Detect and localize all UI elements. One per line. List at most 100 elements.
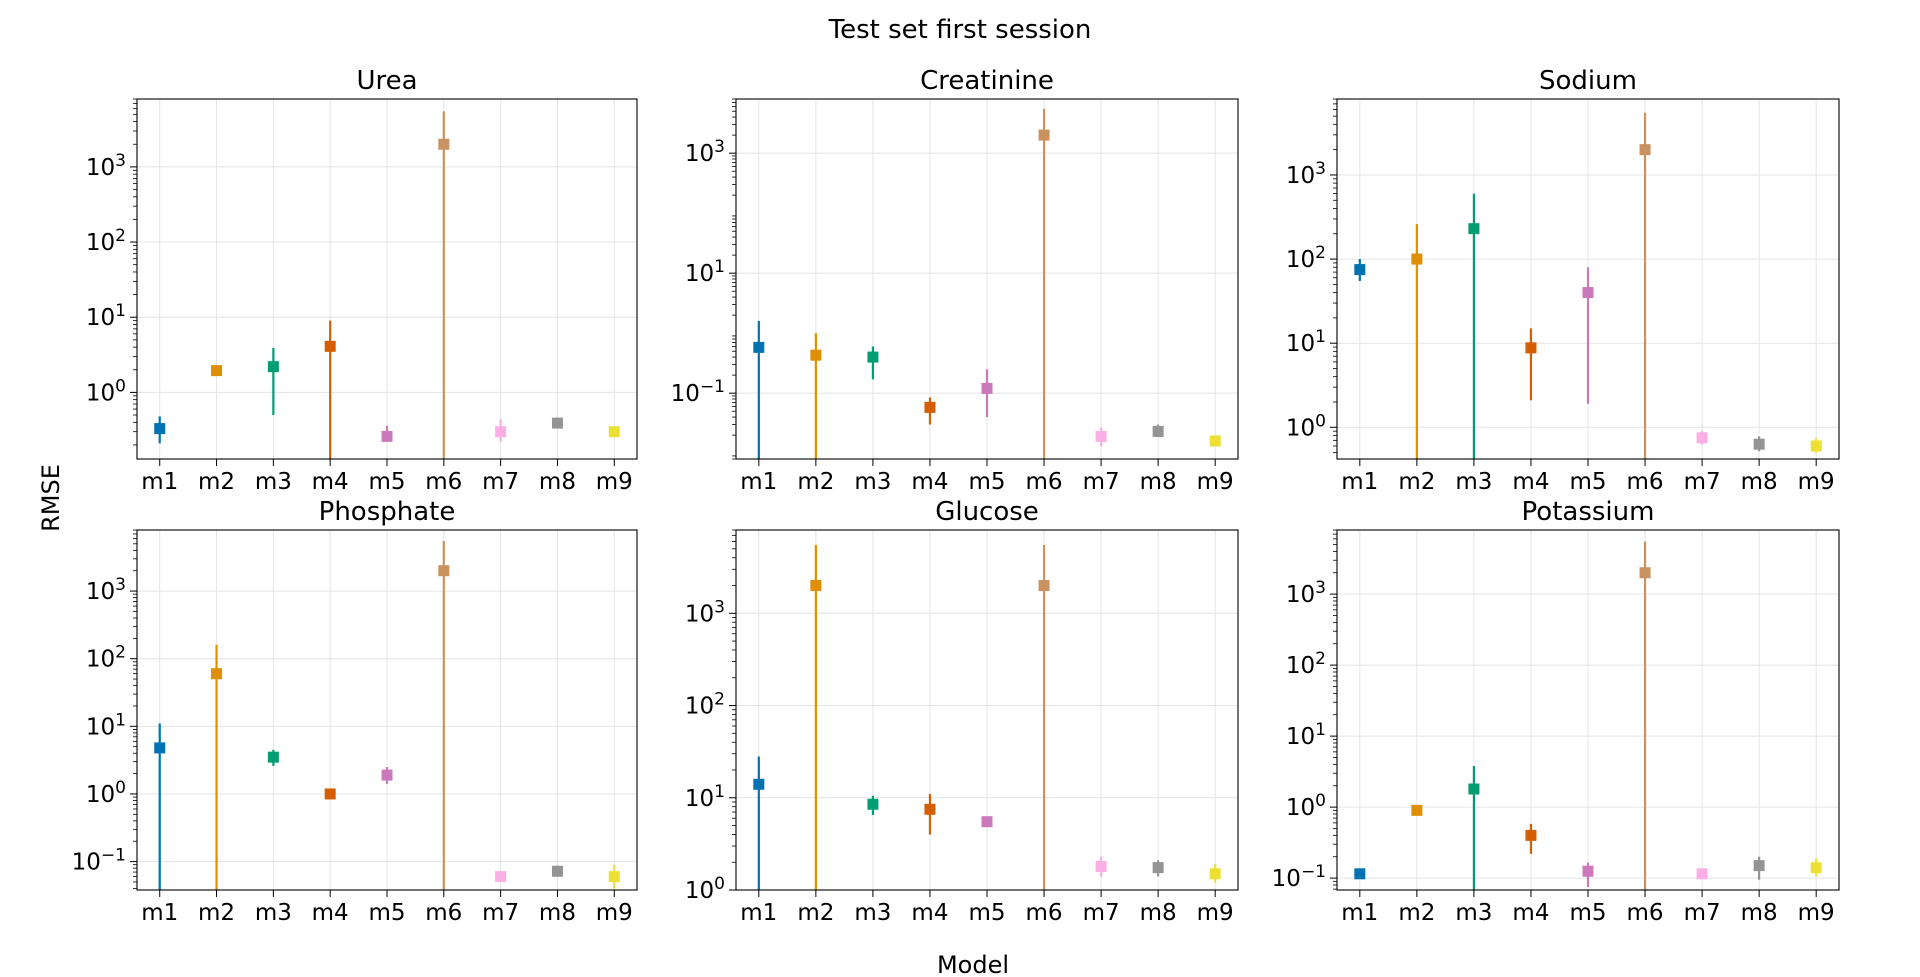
x-tick-label: m7: [1684, 900, 1721, 926]
x-tick-label: m4: [1512, 469, 1549, 495]
tick-exponent: 0: [714, 874, 725, 894]
y-tick-label: 100: [1286, 411, 1326, 441]
tick-exponent: 3: [1315, 578, 1326, 598]
data-point-m7: [1696, 868, 1708, 880]
x-tick-label: m9: [1197, 900, 1234, 926]
figure-title: Test set first session: [828, 15, 1092, 45]
data-point-m9: [1209, 868, 1221, 880]
x-tick-label: m2: [1398, 900, 1435, 926]
tick-exponent: 2: [714, 690, 725, 710]
data-point-m1: [753, 341, 765, 353]
data-point-m8: [551, 417, 563, 429]
tick-exponent: −1: [700, 377, 725, 397]
data-point-m3: [867, 798, 879, 810]
y-tick-label: 103: [86, 151, 126, 181]
subplot-title: Creatinine: [920, 66, 1054, 96]
axes-frame: [136, 98, 638, 460]
y-tick-label: 102: [1286, 243, 1326, 273]
y-minor-ticks: [1333, 529, 1337, 890]
y-tick-label: 101: [1286, 720, 1326, 750]
y-tick-label: 101: [86, 301, 126, 331]
data-series: [753, 545, 1221, 890]
tick-exponent: 2: [115, 226, 126, 246]
y-minor-ticks: [133, 98, 137, 446]
subplot-title: Potassium: [1522, 497, 1655, 527]
tick-exponent: 2: [1315, 649, 1326, 669]
axes-frame: [735, 529, 1239, 891]
x-tick-label: m1: [740, 900, 777, 926]
x-tick-label: m9: [596, 469, 633, 495]
data-point-m1: [154, 742, 166, 754]
y-minor-ticks: [1333, 98, 1337, 454]
x-tick-label: m2: [797, 469, 834, 495]
data-series: [1354, 541, 1822, 890]
data-point-m9: [608, 426, 620, 438]
x-tick-label: m3: [854, 900, 891, 926]
data-point-m7: [495, 426, 507, 438]
x-tick-label: m6: [1627, 900, 1664, 926]
y-tick-label: 100: [86, 778, 126, 808]
x-tick-label: m9: [1798, 469, 1835, 495]
data-point-m9: [608, 871, 620, 883]
data-point-m2: [211, 668, 223, 680]
tick-exponent: 3: [1315, 159, 1326, 179]
data-point-m1: [1354, 868, 1366, 880]
data-series: [753, 108, 1221, 459]
y-axis-label: RMSE: [37, 464, 65, 532]
data-point-m3: [867, 351, 879, 363]
x-tick-label: m6: [1026, 900, 1063, 926]
data-point-m2: [1411, 804, 1423, 816]
tick-exponent: 0: [115, 778, 126, 798]
x-tick-label: m9: [1197, 469, 1234, 495]
tick-exponent: 2: [115, 643, 126, 663]
subplot-title: Phosphate: [319, 497, 456, 527]
x-tick-label: m8: [1140, 469, 1177, 495]
data-point-m6: [1038, 129, 1050, 141]
data-point-m2: [810, 349, 822, 361]
x-tick-label: m9: [1798, 900, 1835, 926]
x-tick-label: m3: [255, 900, 292, 926]
x-tick-label: m8: [539, 469, 576, 495]
y-tick-label: 10−1: [72, 846, 126, 876]
tick-exponent: 0: [1315, 411, 1326, 431]
y-tick-label: 103: [1286, 578, 1326, 608]
x-tick-label: m9: [596, 900, 633, 926]
x-tick-label: m7: [1684, 469, 1721, 495]
data-point-m4: [324, 340, 336, 352]
x-tick-label: m8: [1741, 900, 1778, 926]
data-point-m8: [1152, 862, 1164, 874]
x-tick-label: m2: [198, 469, 235, 495]
y-minor-ticks: [732, 98, 736, 460]
x-tick-label: m2: [198, 900, 235, 926]
tick-exponent: 0: [115, 376, 126, 396]
y-tick-label: 102: [685, 690, 725, 720]
x-tick-label: m5: [1569, 900, 1606, 926]
data-point-m6: [1038, 580, 1050, 592]
data-point-m4: [924, 803, 936, 815]
y-tick-label: 103: [685, 137, 725, 167]
data-point-m6: [438, 565, 450, 577]
data-point-m2: [810, 580, 822, 592]
y-tick-label: 102: [86, 226, 126, 256]
gridlines: [1337, 530, 1839, 890]
data-point-m5: [1582, 287, 1594, 299]
data-point-m2: [1411, 253, 1423, 265]
tick-exponent: 1: [115, 710, 126, 730]
data-point-m7: [1095, 430, 1107, 442]
data-point-m7: [1696, 432, 1708, 444]
data-point-m6: [438, 138, 450, 150]
y-minor-ticks: [732, 529, 736, 863]
x-tick-label: m1: [740, 469, 777, 495]
x-tick-label: m4: [911, 469, 948, 495]
data-point-m3: [1468, 783, 1480, 795]
data-point-m3: [1468, 223, 1480, 235]
tick-exponent: −1: [101, 846, 126, 866]
x-tick-label: m2: [797, 900, 834, 926]
data-point-m5: [981, 382, 993, 394]
